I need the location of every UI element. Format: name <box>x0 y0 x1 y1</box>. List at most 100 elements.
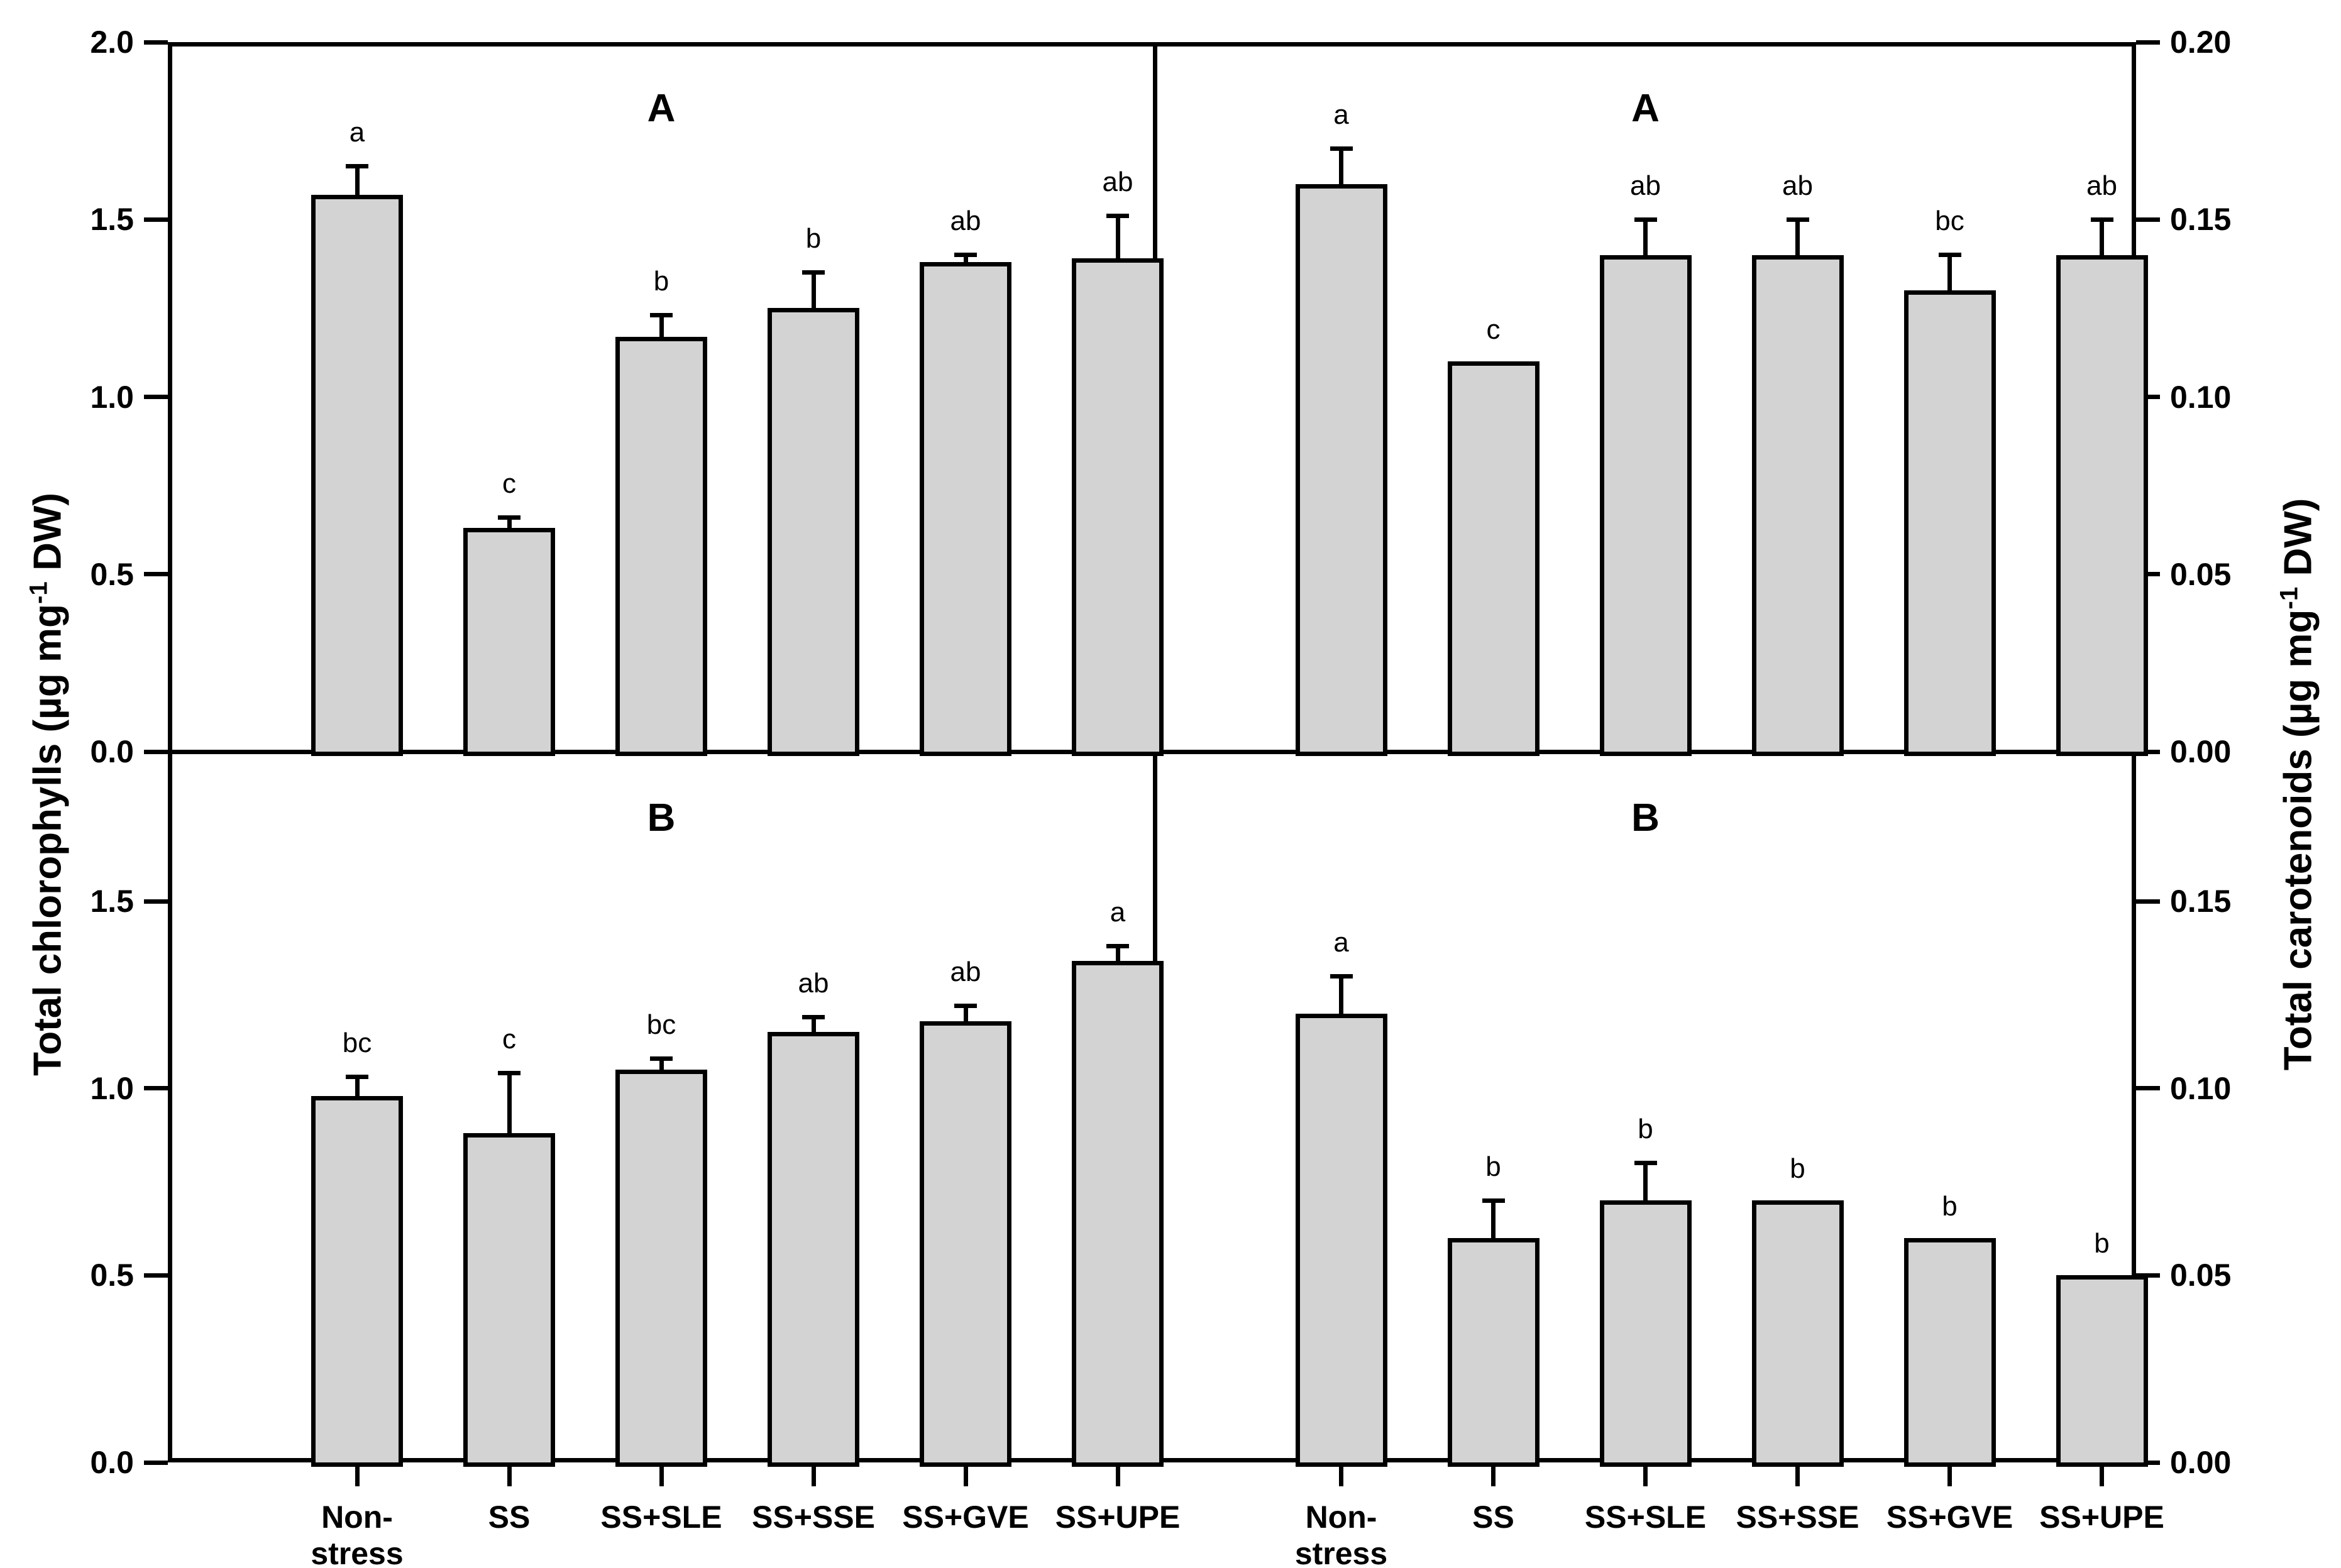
x-tick <box>1491 1462 1495 1486</box>
x-tick-label: SS <box>488 1499 531 1535</box>
sig-letter: ab <box>1630 170 1661 201</box>
y-tick <box>2136 217 2160 222</box>
y-tick <box>144 572 168 577</box>
error-bar-whisker <box>1115 944 1120 963</box>
x-tick <box>811 1462 816 1486</box>
panel-label-top-right: A <box>1631 87 1660 130</box>
y-tick <box>2136 1460 2160 1465</box>
y-tick-label: 1.0 <box>90 1070 134 1106</box>
x-tick-label: stress <box>1294 1536 1388 1568</box>
error-bar-whisker <box>1115 214 1120 261</box>
bar-ss-gve-top-right <box>1903 290 1996 756</box>
y-tick <box>2136 40 2160 45</box>
x-tick-label: SS <box>1472 1499 1514 1535</box>
y-tick-label: 0.0 <box>90 734 134 769</box>
bar-ss-upe-top-right <box>2056 255 2148 756</box>
bar-ss-gve-bottom-left <box>920 1021 1011 1467</box>
error-bar-whisker <box>963 1004 968 1024</box>
x-tick <box>507 1462 512 1486</box>
y-tick <box>2136 749 2160 754</box>
y-tick <box>2136 572 2160 577</box>
bar-ss-gve-top-left <box>920 261 1011 756</box>
y-tick-label: 0.0 <box>90 1445 134 1480</box>
x-tick-label: SS+SSE <box>752 1499 875 1535</box>
sig-letter: b <box>2094 1228 2110 1259</box>
error-bar-cap <box>1786 217 1809 222</box>
sig-letter: a <box>1333 926 1349 958</box>
error-bar-whisker <box>507 1071 512 1136</box>
x-tick <box>1115 1462 1120 1486</box>
error-bar-cap <box>498 515 521 520</box>
bar-ss-sle-bottom-left <box>615 1069 707 1467</box>
y-tick <box>2136 395 2160 399</box>
x-tick-label: SS+SSE <box>1736 1499 1859 1535</box>
error-bar-cap <box>1106 214 1129 219</box>
y-tick-label: 0.05 <box>2170 556 2232 592</box>
sig-letter: c <box>502 468 516 499</box>
x-tick <box>2100 1462 2104 1486</box>
error-bar-cap <box>802 270 825 275</box>
y-tick-label: 0.00 <box>2170 734 2232 769</box>
x-tick <box>1947 1462 1952 1486</box>
x-tick-label: stress <box>311 1536 404 1568</box>
error-bar-cap <box>1106 944 1129 949</box>
sig-letter: ab <box>1782 170 1813 201</box>
panel-label-bottom-right: B <box>1631 796 1660 840</box>
bar-non-stress-bottom-right <box>1295 1013 1387 1467</box>
error-bar-whisker <box>1491 1198 1495 1241</box>
y-tick <box>144 749 168 754</box>
y-tick-label: 1.0 <box>90 379 134 415</box>
sig-letter: b <box>1485 1151 1501 1182</box>
bar-non-stress-top-left <box>311 194 403 756</box>
error-bar-whisker <box>1643 217 1648 258</box>
error-bar-cap <box>1938 253 1961 258</box>
x-tick <box>355 1462 360 1486</box>
y-tick-label: 0.5 <box>90 556 134 592</box>
x-tick <box>1643 1462 1648 1486</box>
error-bar-cap <box>1330 973 1353 979</box>
bar-ss-bottom-right <box>1447 1237 1540 1467</box>
error-bar-cap <box>346 1075 368 1080</box>
y-tick-label: 2.0 <box>90 25 134 60</box>
sig-letter: ab <box>2086 170 2117 201</box>
x-tick-label: SS+GVE <box>1886 1499 2013 1535</box>
panel-label-bottom-left: B <box>647 796 676 840</box>
error-bar-cap <box>1330 146 1353 151</box>
sig-letter: b <box>1790 1153 1805 1185</box>
sig-letter: bc <box>342 1028 372 1059</box>
left-axis-title-text: Total chlorophylls (µg mg <box>26 603 70 1077</box>
x-tick <box>1339 1462 1343 1486</box>
sig-letter: b <box>1942 1190 1958 1222</box>
y-tick <box>144 1460 168 1465</box>
sig-letter: ab <box>950 957 981 988</box>
y-tick <box>144 899 168 904</box>
error-bar-cap <box>802 1015 825 1020</box>
sig-letter: b <box>653 266 669 297</box>
bar-ss-top-left <box>463 528 555 756</box>
y-tick-label: 0.10 <box>2170 1070 2232 1106</box>
sig-letter: ab <box>798 968 829 999</box>
bar-ss-gve-bottom-right <box>1903 1237 1996 1467</box>
error-bar-cap <box>1634 1161 1657 1166</box>
error-bar-cap <box>954 253 977 258</box>
sig-letter: c <box>502 1024 516 1055</box>
error-bar-cap <box>1482 1198 1505 1203</box>
y-tick-label: 1.5 <box>90 202 134 238</box>
bar-ss-sse-bottom-left <box>768 1032 859 1467</box>
error-bar-whisker <box>811 1015 816 1034</box>
bar-ss-sle-top-left <box>615 336 707 756</box>
x-tick <box>659 1462 664 1486</box>
sig-letter: c <box>1486 314 1501 346</box>
error-bar-whisker <box>1339 146 1343 187</box>
error-bar-whisker <box>659 1056 664 1072</box>
bar-ss-upe-bottom-right <box>2056 1275 2148 1467</box>
error-bar-whisker <box>507 515 512 530</box>
bar-ss-sse-bottom-right <box>1751 1200 1844 1467</box>
y-tick-label: 0.15 <box>2170 202 2232 238</box>
bar-non-stress-top-right <box>1295 184 1387 756</box>
bar-ss-sse-top-left <box>768 308 859 756</box>
y-tick <box>144 40 168 45</box>
sig-letter: b <box>805 223 822 255</box>
y-tick-label: 0.00 <box>2170 1445 2232 1480</box>
